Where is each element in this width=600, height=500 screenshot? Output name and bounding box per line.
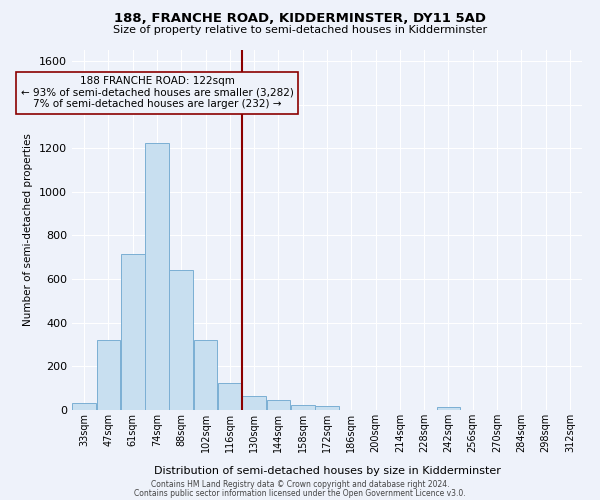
Text: 188, FRANCHE ROAD, KIDDERMINSTER, DY11 5AD: 188, FRANCHE ROAD, KIDDERMINSTER, DY11 5… (114, 12, 486, 26)
Bar (218, 382, 242, 410)
Bar (72, 404, 96, 410)
Bar (315, 406, 339, 410)
Bar (242, 396, 266, 410)
Y-axis label: Number of semi-detached properties: Number of semi-detached properties (23, 134, 34, 326)
Bar (169, 270, 193, 410)
Bar (437, 406, 460, 410)
Bar (121, 254, 145, 410)
Bar (266, 400, 290, 410)
Text: Size of property relative to semi-detached houses in Kidderminster: Size of property relative to semi-detach… (113, 25, 487, 35)
Bar (97, 340, 121, 410)
X-axis label: Distribution of semi-detached houses by size in Kidderminster: Distribution of semi-detached houses by … (154, 466, 500, 476)
Bar (194, 340, 217, 410)
Text: Contains HM Land Registry data © Crown copyright and database right 2024.: Contains HM Land Registry data © Crown c… (151, 480, 449, 489)
Text: Contains public sector information licensed under the Open Government Licence v3: Contains public sector information licen… (134, 488, 466, 498)
Bar (291, 404, 314, 410)
Bar (145, 142, 169, 410)
Text: 188 FRANCHE ROAD: 122sqm
← 93% of semi-detached houses are smaller (3,282)
7% of: 188 FRANCHE ROAD: 122sqm ← 93% of semi-d… (20, 76, 293, 110)
